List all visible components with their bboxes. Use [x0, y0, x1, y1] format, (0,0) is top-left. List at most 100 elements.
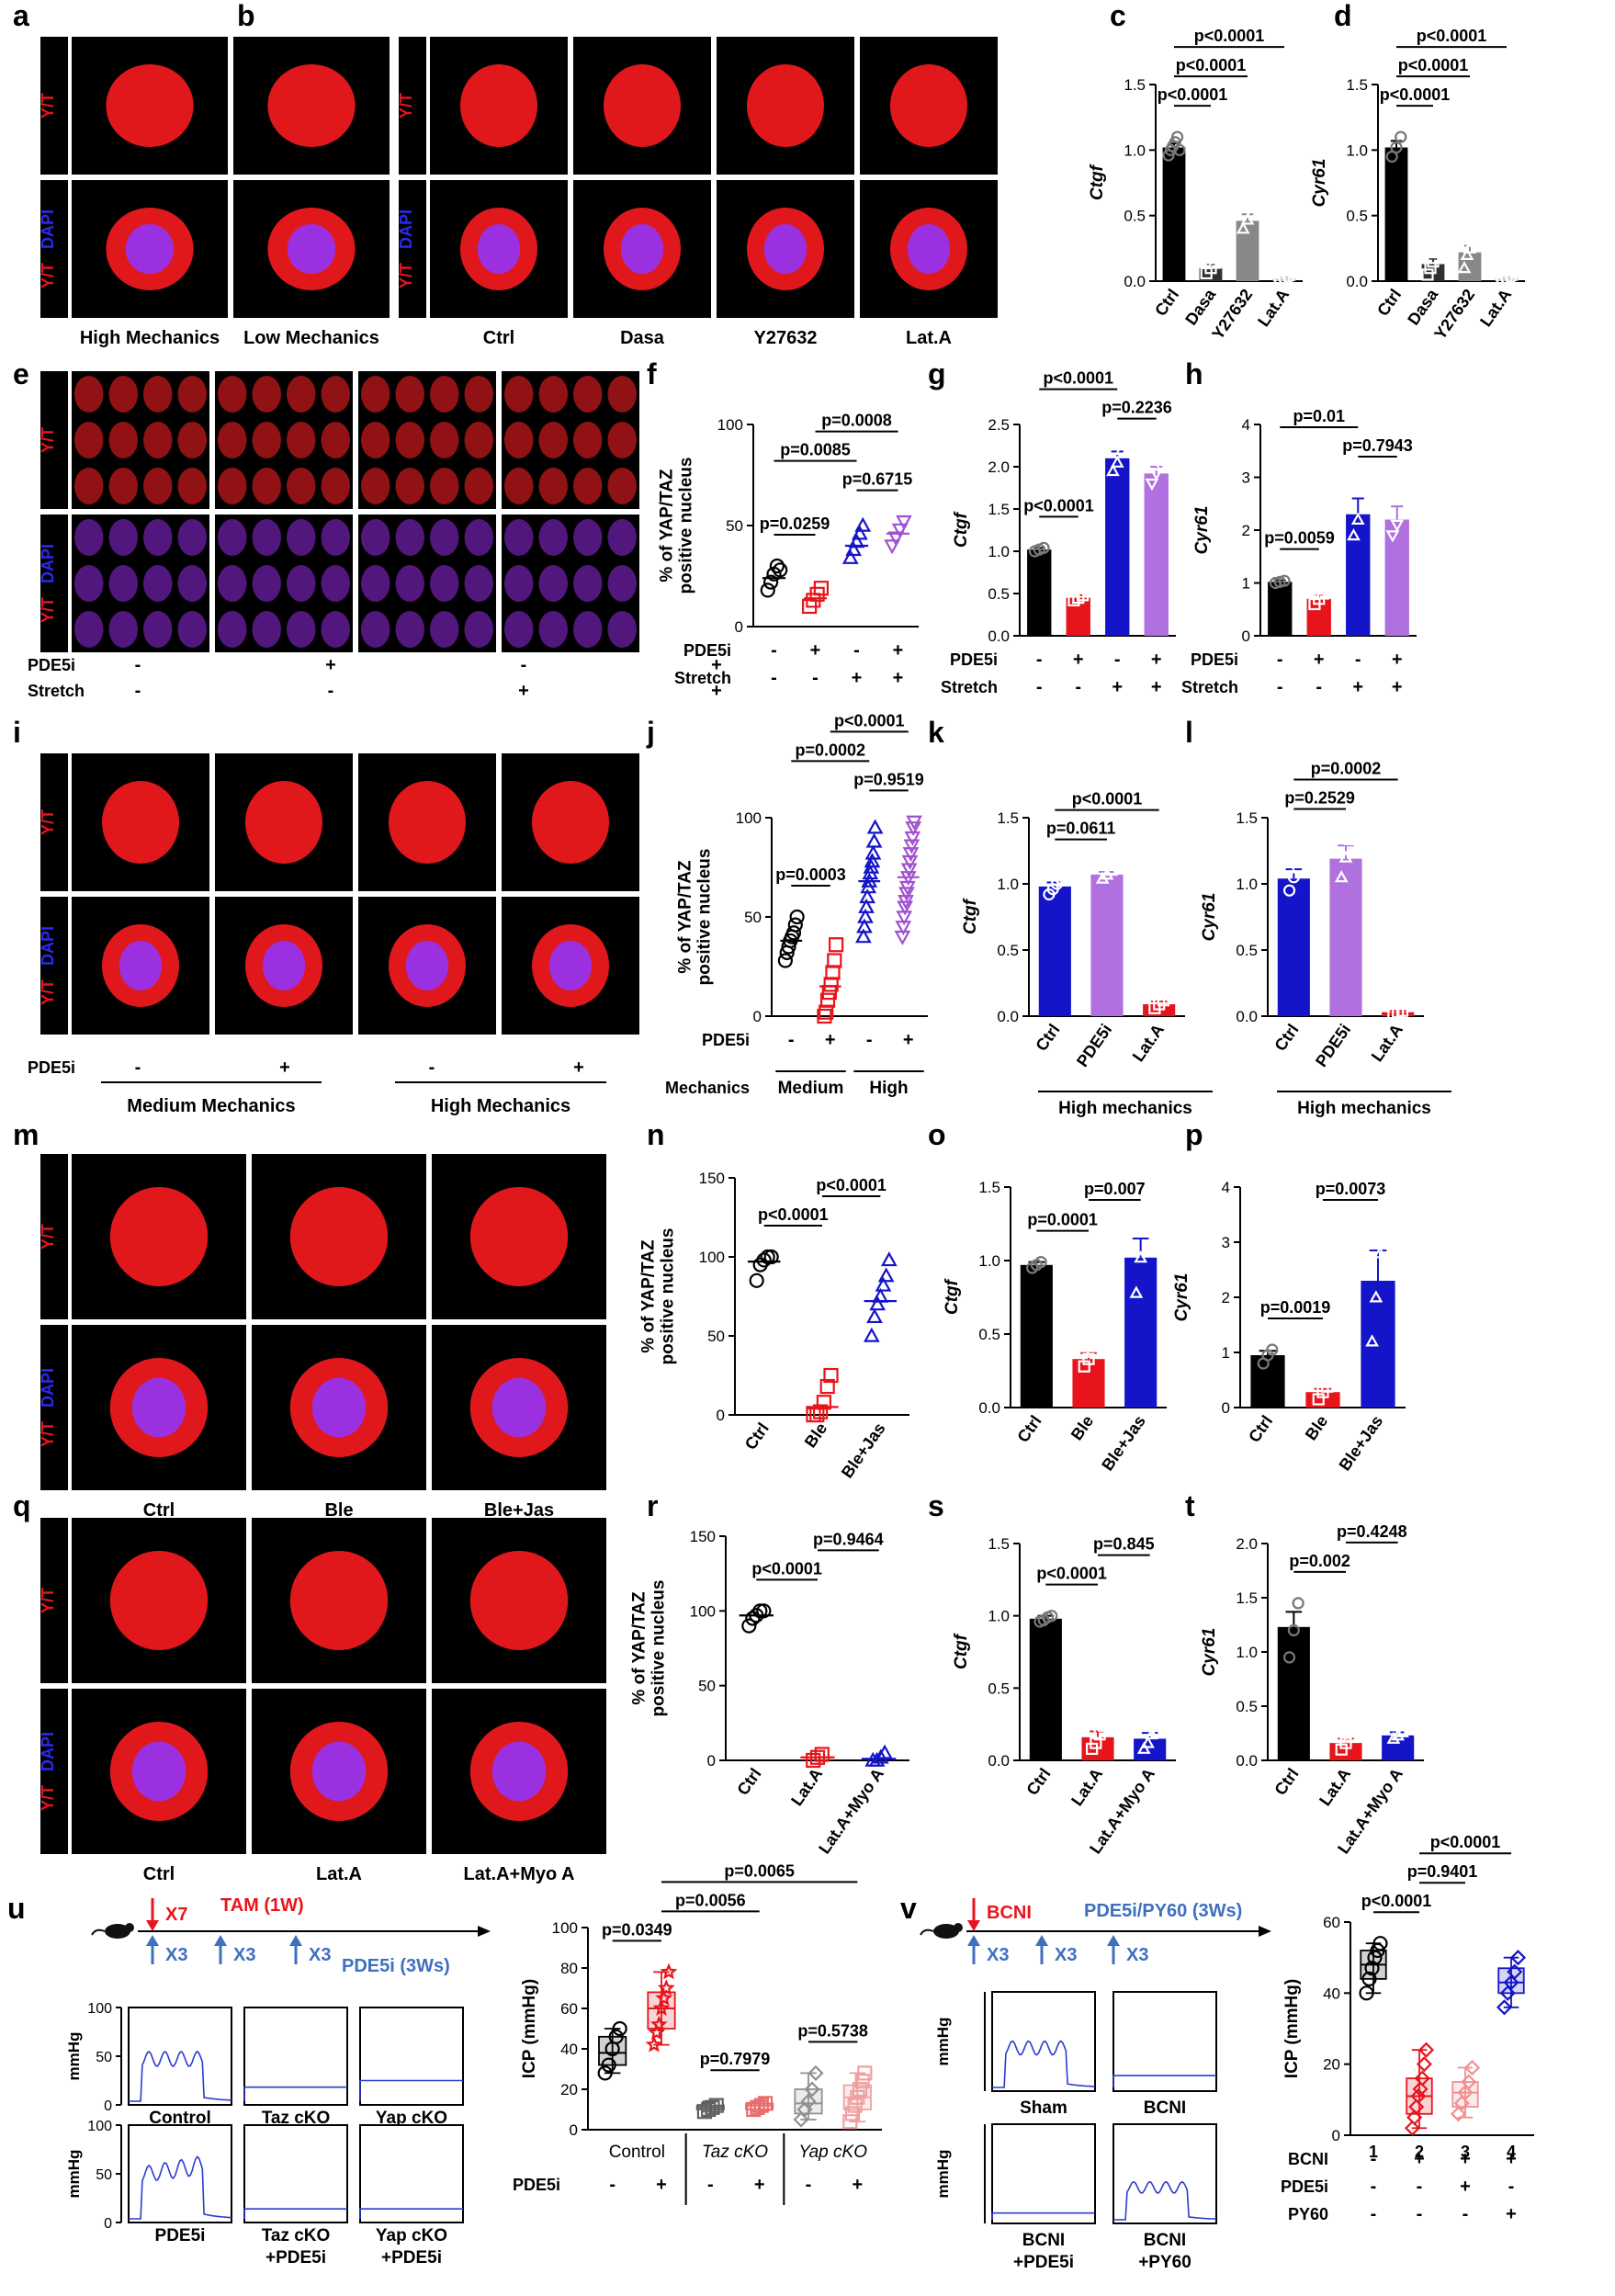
y-tick-label: 20 — [560, 2081, 578, 2098]
dose-label: X7 — [165, 1905, 187, 1925]
p-value: p=0.9519 — [853, 770, 924, 788]
group-label: Control — [609, 2143, 665, 2162]
x-tick-label: Ble — [1302, 1412, 1331, 1443]
tissue-cell — [287, 565, 316, 602]
data-point — [848, 533, 865, 549]
y-tick-label: 80 — [560, 1960, 578, 1977]
data-point — [814, 1747, 830, 1762]
tissue-cell — [361, 422, 390, 458]
y-axis-label: Cyr61 — [1200, 1628, 1219, 1677]
y-tick-label: 1.0 — [1236, 1644, 1258, 1661]
channel-bar — [40, 515, 68, 652]
yt-label: Y/T — [39, 979, 57, 1005]
tissue-cell — [143, 611, 173, 648]
factor-label: Mechanics — [665, 1079, 750, 1097]
trace-v — [991, 2123, 1096, 2224]
mouse-head — [125, 1923, 134, 1932]
data-point — [875, 1276, 892, 1292]
x-tick-label: 4 — [1507, 2143, 1516, 2161]
data-point — [601, 2057, 616, 2073]
p-value: p=0.2529 — [1284, 788, 1355, 807]
bar — [1384, 147, 1408, 281]
cell-body — [460, 64, 537, 147]
sep: / — [39, 249, 57, 263]
factor-value: + — [810, 640, 821, 661]
bar — [1277, 878, 1310, 1016]
trace-frame — [359, 2124, 464, 2223]
factor-value: + — [893, 640, 904, 661]
p-value: p<0.0001 — [1430, 1833, 1501, 1851]
tissue-cell — [464, 376, 493, 413]
y-tick-label: 0.0 — [978, 1399, 1000, 1417]
factor-value: + — [893, 668, 904, 688]
tissue-cell — [573, 519, 603, 556]
data-point — [1282, 1651, 1296, 1664]
micrograph — [502, 515, 639, 652]
micrograph — [358, 753, 496, 891]
arrow-head — [146, 1920, 159, 1931]
tissue-cell — [573, 376, 603, 413]
factor-label: BCNI — [1288, 2150, 1328, 2168]
micrograph — [573, 37, 711, 175]
y-tick-label: 1.5 — [1346, 76, 1368, 94]
data-point — [1338, 850, 1353, 863]
micrograph — [860, 37, 998, 175]
data-point — [1463, 241, 1477, 254]
data-point — [1114, 442, 1129, 456]
data-point — [785, 925, 802, 941]
data-point — [1097, 1719, 1111, 1732]
p-value: p=0.9464 — [813, 1530, 884, 1548]
bar — [1090, 874, 1124, 1016]
channel-bar — [40, 753, 68, 891]
x-tick-label: Ble+Jas — [1336, 1412, 1387, 1475]
p-value: p=0.7943 — [1342, 436, 1413, 455]
chart-u — [582, 1881, 882, 2205]
trace-label: +PY60 — [1138, 2253, 1191, 2272]
x-tick-label: Ble — [801, 1419, 830, 1451]
data-point — [1055, 872, 1067, 885]
data-point — [1468, 224, 1483, 237]
channel-bar — [40, 1154, 68, 1319]
channel-label: Y/T / DAPI — [39, 926, 57, 1005]
data-point — [701, 2101, 717, 2118]
data-point — [1034, 1255, 1047, 1269]
yt-label: Y/T — [39, 1785, 57, 1811]
factor-label: Stretch — [1181, 678, 1238, 696]
timeline-arrow — [478, 1926, 491, 1937]
data-point — [1344, 1730, 1357, 1743]
chart-k — [1022, 809, 1213, 1092]
data-point — [1334, 870, 1349, 883]
channel-bar — [40, 180, 68, 318]
y-tick-label: 0.5 — [988, 1680, 1010, 1697]
y-tick-label: 100 — [736, 809, 762, 827]
tissue-cell — [252, 422, 281, 458]
tissue-cell — [430, 611, 459, 648]
y-tick-label: 1 — [1222, 1344, 1230, 1362]
data-point — [645, 2035, 663, 2053]
y-tick-label: 100 — [717, 416, 743, 434]
tissue-cell — [74, 611, 104, 648]
data-point — [854, 2074, 870, 2089]
y-axis-label: positive nucleus — [659, 1228, 678, 1365]
channel-bar — [40, 897, 68, 1035]
factor-value: - — [1355, 650, 1361, 670]
trace-label: Taz cKO — [262, 2226, 331, 2245]
factor-value: + — [1392, 677, 1403, 697]
p-value: p<0.0001 — [834, 711, 905, 730]
y-tick-label: 1.5 — [1124, 76, 1146, 94]
chart-c — [1149, 46, 1303, 287]
factor-value: + — [518, 681, 529, 701]
trace-label: Yap cKO — [376, 2109, 447, 2128]
data-point — [1106, 463, 1120, 477]
tissue-cell — [74, 422, 104, 458]
group-label: High Mechanics — [431, 1096, 570, 1116]
x-tick-label: Ctrl — [1022, 1765, 1054, 1799]
data-point — [1364, 1961, 1380, 1976]
pressure-trace — [992, 2040, 1096, 2088]
y-tick-label: 0.0 — [988, 628, 1010, 645]
y-axis-label: Ctgf — [961, 898, 980, 934]
micrograph — [358, 897, 496, 1035]
chart-o — [1004, 1186, 1167, 1408]
data-point — [1154, 461, 1168, 474]
